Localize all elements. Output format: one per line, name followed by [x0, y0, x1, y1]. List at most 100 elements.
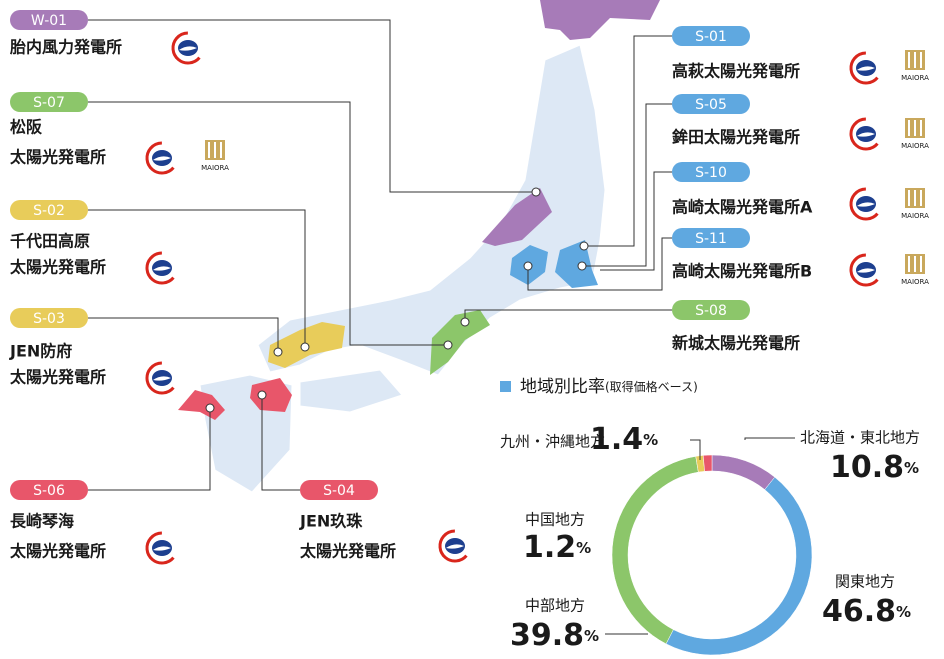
plant-dot: [273, 347, 283, 357]
region-niigata: [482, 188, 552, 246]
unit: %: [904, 459, 919, 477]
plant-dot: [523, 261, 533, 271]
leader-line: [88, 19, 536, 193]
donut-chart: 地域別比率(取得価格ベース) 北海道・東北地方10.8%関東地方46.8%中部地…: [500, 377, 920, 656]
maiora-logo: MAIORA: [901, 50, 929, 82]
plant-dot: [300, 342, 310, 352]
logo-text: MAIORA: [901, 278, 929, 286]
code-pill: [10, 480, 88, 500]
plant-name: 新城太陽光発電所: [672, 334, 800, 353]
logo-swoosh-light: [153, 546, 171, 551]
plant-code: S-06: [33, 483, 65, 499]
logo-text: MAIORA: [201, 164, 229, 172]
plant-name: 松阪: [10, 118, 43, 137]
region-kyushu: [250, 378, 292, 412]
value-label: 39.8%: [510, 618, 599, 653]
plant-code: S-03: [33, 311, 65, 327]
plants: W-01胎内風力発電所S-07松阪太陽光発電所MAIORAS-02千代田高原太陽…: [9, 10, 929, 565]
plant-dot: [531, 187, 541, 197]
category-label: 中国地方: [525, 511, 585, 529]
plant-dot: [257, 390, 267, 400]
plant-name: 太陽光発電所: [9, 258, 106, 277]
value-label: 1.4%: [590, 422, 658, 457]
plant-code: S-07: [33, 95, 65, 111]
code-pill: [10, 10, 88, 30]
category-label: 九州・沖縄地方: [500, 433, 605, 451]
category-label: 北海道・東北地方: [800, 429, 920, 447]
land: [257, 44, 606, 376]
region-kanto: [555, 240, 598, 288]
logo-swoosh-light: [857, 202, 875, 207]
leader-line: [88, 317, 279, 352]
code-pill: [10, 200, 88, 220]
leader-line: [582, 103, 672, 267]
logo-mark-lines: [908, 190, 922, 206]
jen-logo: [438, 529, 472, 563]
leader-line: [88, 408, 211, 491]
plant-dot: [579, 241, 589, 251]
logo-mark-lines: [908, 120, 922, 136]
donut-segment: [611, 456, 699, 645]
maiora-logo: MAIORA: [901, 188, 929, 220]
plant-code: W-01: [31, 13, 67, 29]
donut-segment: [665, 476, 813, 656]
leader-line: [584, 35, 672, 247]
plant-name: 太陽光発電所: [299, 542, 396, 561]
maiora-logo: MAIORA: [201, 140, 229, 172]
plant-name: 千代田高原: [10, 232, 90, 251]
logo-swoosh-light: [446, 544, 464, 549]
plant-dot: [443, 340, 453, 350]
code-pill: [672, 228, 750, 248]
logo-mark-lines: [908, 256, 922, 272]
plant-name: 鉾田太陽光発電所: [672, 128, 800, 147]
plant-code: S-02: [33, 203, 65, 219]
plant-name: 太陽光発電所: [9, 148, 106, 167]
value: 1.2: [523, 530, 576, 565]
plant-code: S-08: [695, 303, 727, 319]
logo-swoosh-light: [153, 156, 171, 161]
logo-text: MAIORA: [901, 74, 929, 82]
plant-name: 長崎琴海: [10, 512, 74, 531]
region-kyushu: [178, 390, 225, 420]
leader-line: [600, 171, 672, 271]
plant-dot: [577, 261, 587, 271]
logo-text: MAIORA: [901, 212, 929, 220]
unit: %: [584, 627, 599, 645]
code-pill: [672, 162, 750, 182]
donut-segment: [711, 454, 776, 490]
region-hokkaido: [540, 0, 660, 40]
plant-name: 太陽光発電所: [9, 368, 106, 387]
plant-name: 太陽光発電所: [9, 542, 106, 561]
logo-swoosh-light: [857, 66, 875, 71]
jen-logo: [145, 251, 179, 285]
plant-name: JEN玖珠: [299, 512, 363, 531]
logo-swoosh-light: [857, 268, 875, 273]
code-pill: [300, 480, 378, 500]
logo-mark-lines: [208, 142, 222, 158]
plant-code: S-01: [695, 29, 727, 45]
jen-logo: [171, 31, 205, 65]
unit: %: [896, 603, 911, 621]
plant-name: 高崎太陽光発電所B: [672, 262, 812, 281]
plant-name: JEN防府: [9, 342, 72, 361]
value-label: 1.2%: [523, 530, 591, 565]
code-pill: [10, 92, 88, 112]
plant-code: S-04: [323, 483, 355, 499]
value: 46.8: [822, 594, 896, 629]
unit: %: [576, 539, 591, 557]
category-label: 中部地方: [525, 597, 585, 615]
leader-line: [88, 101, 448, 346]
value: 39.8: [510, 618, 584, 653]
code-pill: [672, 26, 750, 46]
logo-swoosh-light: [153, 376, 171, 381]
jen-logo: [849, 253, 883, 287]
code-pill: [10, 308, 88, 328]
plant-name: 高崎太陽光発電所A: [672, 198, 813, 217]
land: [299, 369, 403, 413]
code-pill: [672, 94, 750, 114]
region-chubu: [430, 310, 490, 375]
label-leader: [690, 439, 701, 460]
maiora-logo: MAIORA: [901, 254, 929, 286]
jen-logo: [145, 141, 179, 175]
jen-logo: [145, 361, 179, 395]
